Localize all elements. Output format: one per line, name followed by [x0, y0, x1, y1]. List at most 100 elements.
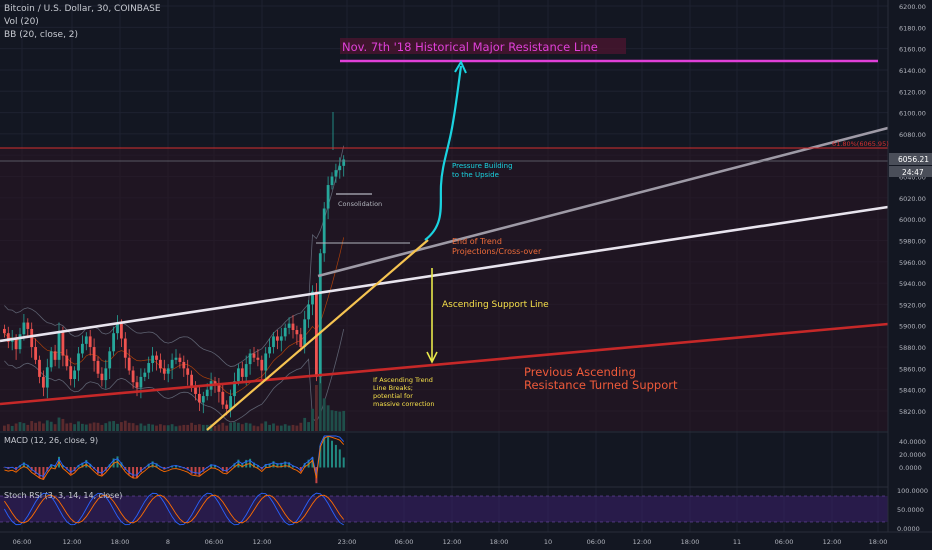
candle-body: [151, 355, 154, 364]
breaks-label-4: massive correction: [373, 400, 434, 408]
macd-histogram-bar: [186, 467, 189, 471]
price-tick-label: 6120.00: [899, 88, 926, 96]
volume-bar: [49, 421, 53, 431]
fib-zone-shading: [0, 148, 888, 431]
candle-body: [338, 165, 342, 171]
time-tick-label: 12:00: [63, 538, 82, 546]
volume-bar: [213, 425, 217, 431]
macd-histogram-bar: [171, 465, 174, 468]
price-tick-label: 6080.00: [899, 131, 926, 139]
macd-histogram-bar: [22, 462, 25, 468]
candle-body: [205, 389, 209, 397]
price-tick-label: 6200.00: [899, 3, 926, 11]
macd-histogram-bar: [253, 462, 255, 468]
breaks-label-1: If Ascending Trend: [373, 376, 433, 384]
previous-ascending-line: [0, 322, 889, 406]
time-tick-label: 8: [166, 538, 170, 546]
pressure-label-1: Pressure Building: [452, 162, 513, 170]
macd-histogram-bar: [331, 440, 333, 468]
macd-histogram-bar: [77, 465, 80, 468]
candle-body: [174, 357, 178, 360]
candle-body: [291, 323, 295, 330]
volume-legend[interactable]: Vol (20): [4, 17, 39, 27]
candle-body: [6, 333, 10, 342]
fib-level-label: 61.80%(6065.95): [832, 140, 889, 148]
stoch-legend[interactable]: Stoch RSI (3, 3, 14, 14, close): [4, 491, 123, 500]
volume-bar: [88, 423, 92, 431]
breaks-label-2: Line Breaks;: [373, 384, 413, 392]
volume-bar: [326, 405, 330, 431]
candle-body: [307, 304, 310, 320]
resistance-title-bg: [340, 38, 626, 54]
candle-body: [279, 336, 283, 341]
volume-bar: [151, 424, 154, 431]
last-price-tag: 6056.21: [898, 155, 929, 164]
time-tick-label: 12:00: [443, 538, 462, 546]
candle-body: [77, 353, 80, 371]
price-tick-label: 6160.00: [899, 46, 926, 54]
volume-bar: [139, 423, 143, 431]
volume-bar: [291, 424, 295, 431]
macd-histogram-bar: [97, 467, 99, 474]
consolidation-label: Consolidation: [338, 200, 382, 208]
volume-bar: [69, 422, 73, 431]
macd-histogram-bar: [319, 445, 322, 468]
macd-histogram-bar: [233, 463, 236, 468]
volume-bar: [159, 424, 162, 431]
macd-line: [4, 435, 345, 477]
candle-body: [240, 368, 244, 377]
volume-bar: [330, 410, 334, 431]
macd-histogram-bar: [225, 467, 228, 473]
time-tick-label: 06:00: [587, 538, 606, 546]
stoch-pane: [4, 492, 345, 526]
volume-bar: [248, 423, 252, 431]
volume-bar: [322, 398, 326, 431]
macd-histogram-bar: [202, 467, 205, 472]
candle-body: [233, 381, 236, 397]
macd-histogram-bar: [272, 461, 275, 468]
volume-bar: [53, 424, 57, 431]
candle-body: [112, 333, 115, 352]
time-tick-label: 18:00: [681, 538, 700, 546]
volume-bar: [84, 424, 88, 431]
candle-body: [162, 368, 166, 374]
macd-histogram-bar: [136, 467, 138, 478]
volume-bar: [100, 424, 104, 431]
candle-body: [88, 336, 92, 348]
bollinger-legend[interactable]: BB (20, close, 2): [4, 30, 79, 40]
candle-body: [81, 343, 84, 354]
macd-histogram-bar: [194, 467, 197, 475]
macd-histogram-bar: [81, 462, 84, 468]
volume-bar: [240, 424, 244, 431]
volume-bar: [268, 424, 271, 431]
macd-histogram-bar: [256, 465, 259, 468]
candle-body: [299, 334, 303, 348]
bb-basis: [4, 237, 345, 395]
time-tick-label: 06:00: [13, 538, 32, 546]
candle-body: [123, 338, 127, 358]
price-tick-label: 5860.00: [899, 365, 926, 373]
candle-body: [30, 328, 34, 348]
candle-body: [14, 338, 18, 350]
volume-bar: [104, 423, 108, 431]
volume-bar: [92, 422, 96, 431]
macd-histogram-bar: [100, 467, 103, 476]
candle-body: [116, 323, 119, 334]
macd-histogram-bar: [280, 462, 283, 468]
macd-legend[interactable]: MACD (12, 26, close, 9): [4, 436, 99, 445]
volume-bars: [3, 372, 346, 431]
candle-body: [268, 347, 271, 354]
macd-histogram-bar: [73, 467, 76, 472]
volume-bar: [34, 422, 37, 431]
time-tick-label: 11: [733, 538, 741, 546]
candle-body: [186, 368, 190, 375]
bollinger-bands: [4, 145, 345, 423]
candle-body: [73, 370, 76, 380]
volume-bar: [190, 422, 193, 431]
symbol-legend[interactable]: Bitcoin / U.S. Dollar, 30, COINBASE: [4, 4, 161, 14]
macd-tick-label: 20.0000: [899, 451, 926, 459]
volume-bar: [127, 422, 131, 431]
time-axis[interactable]: 06:00 12:00 18:00 8 06:00 12:00 23:00 06:00 12:0…: [13, 538, 888, 546]
candle-body: [34, 347, 37, 360]
